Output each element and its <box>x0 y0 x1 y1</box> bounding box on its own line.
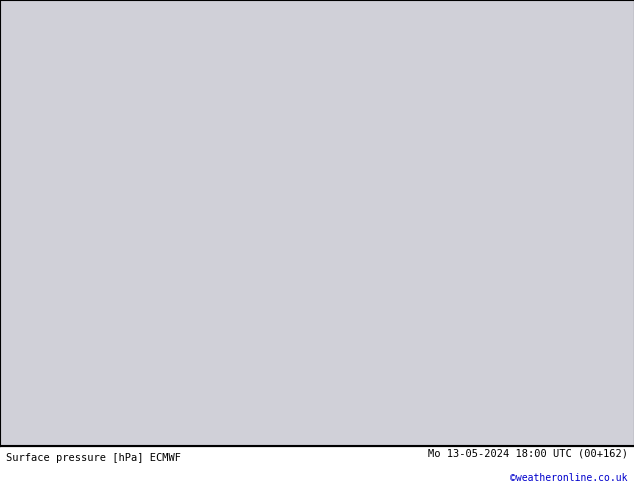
Text: Surface pressure [hPa] ECMWF: Surface pressure [hPa] ECMWF <box>6 453 181 463</box>
Text: Mo 13-05-2024 18:00 UTC (00+162): Mo 13-05-2024 18:00 UTC (00+162) <box>428 448 628 458</box>
Text: ©weatheronline.co.uk: ©weatheronline.co.uk <box>510 473 628 483</box>
